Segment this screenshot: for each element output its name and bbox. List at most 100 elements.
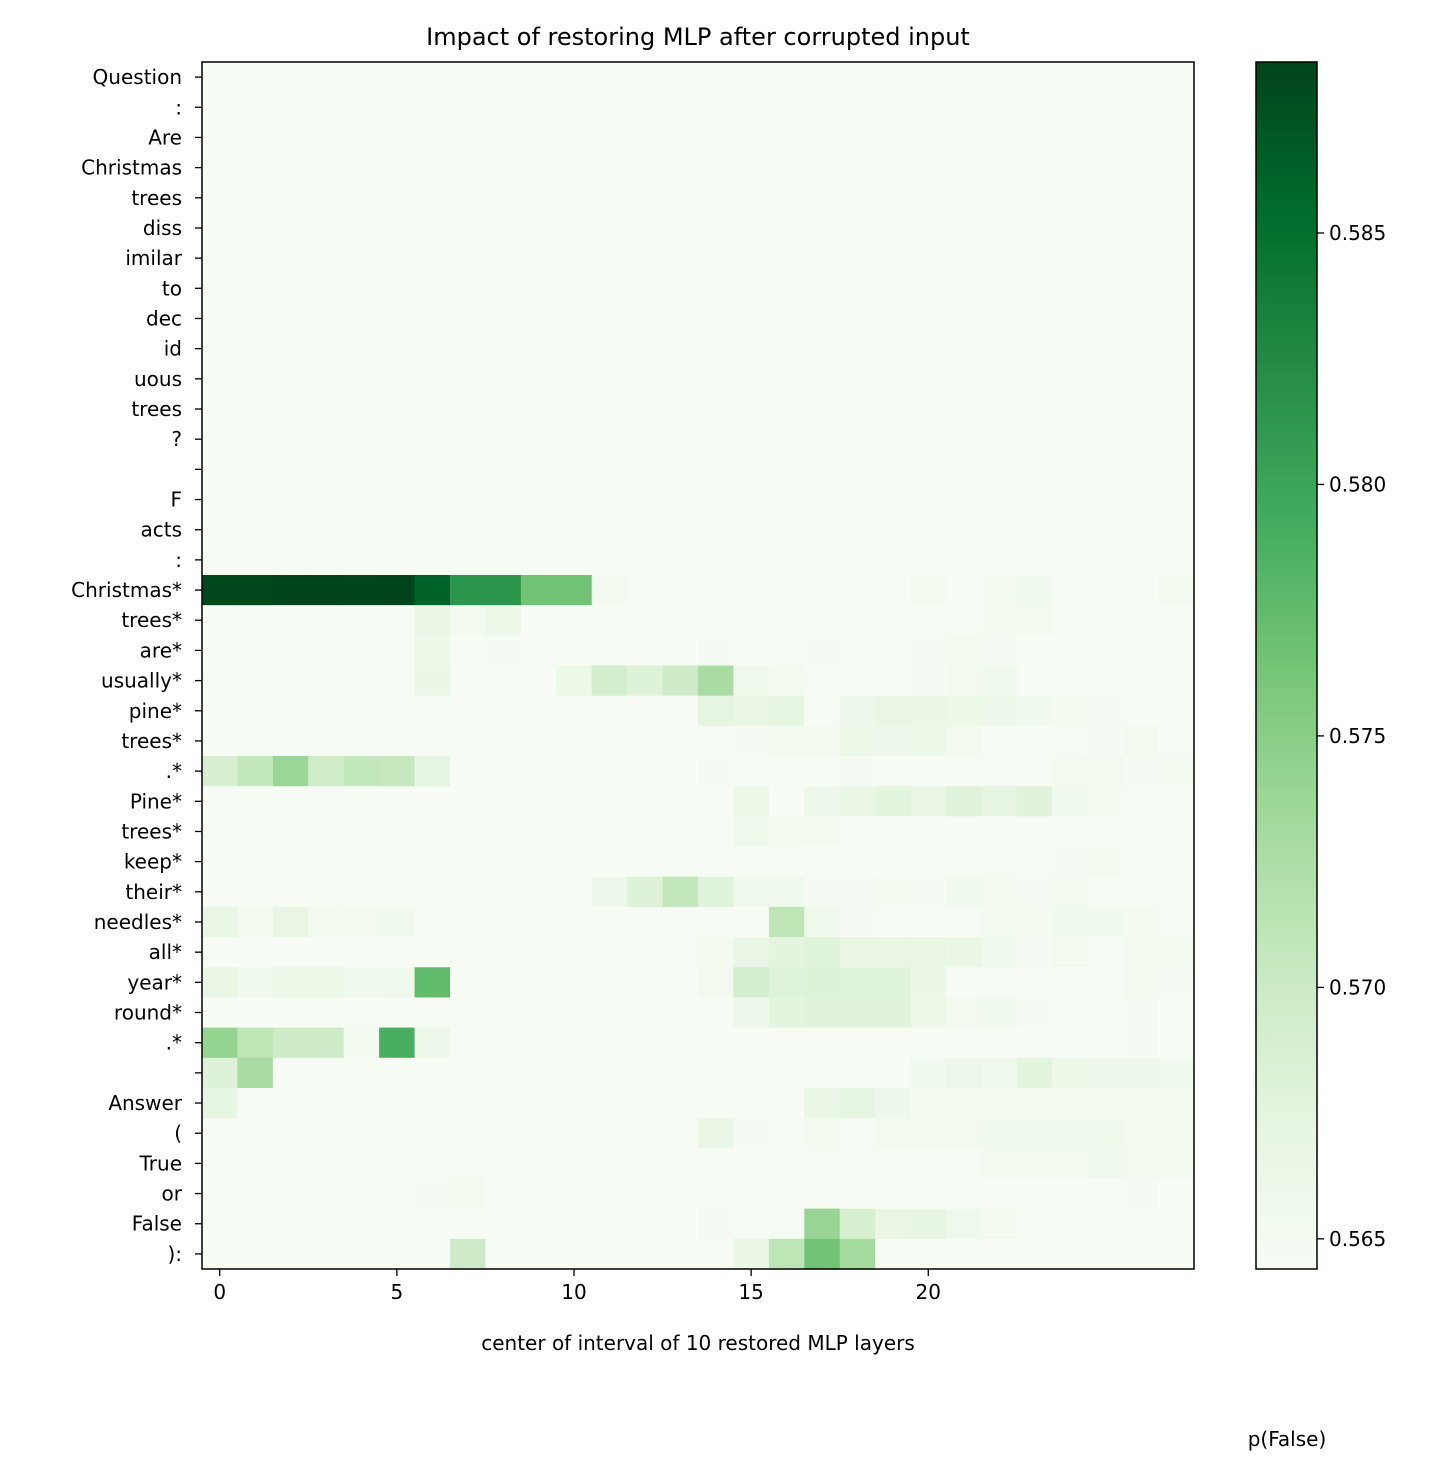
heatmap-cell [946,454,983,486]
heatmap-cell [698,605,735,636]
heatmap-cell [1052,816,1089,848]
heatmap-cell [272,665,309,697]
colorbar-tick-label: 0.570 [1329,975,1386,999]
heatmap-cell [202,514,239,546]
heatmap-cell [804,876,841,908]
heatmap-cell [946,967,983,999]
heatmap-cell [272,1238,309,1270]
heatmap-cell [1158,303,1195,335]
heatmap-cell [627,484,664,516]
heatmap-cell [202,92,239,123]
heatmap-cell [485,243,522,274]
heatmap-cell [272,243,309,274]
heatmap-cell [379,363,416,395]
heatmap-cell [910,273,947,305]
heatmap-cell [591,1057,628,1089]
heatmap-cell [379,665,416,697]
heatmap-cell [202,846,239,878]
heatmap-cell [946,876,983,908]
heatmap-cell [379,544,416,576]
heatmap-cell [698,243,735,274]
heatmap-cell [202,243,239,274]
heatmap-cell [804,544,841,576]
heatmap-cell [733,997,770,1029]
heatmap-cell [414,605,451,636]
heatmap-cell [875,363,912,395]
heatmap-cell [308,152,345,184]
heatmap-cell [520,635,557,667]
y-tick-label: F [170,488,182,512]
heatmap-cell [839,906,876,938]
heatmap-cell [910,514,947,546]
heatmap-cell [1158,484,1195,516]
heatmap-cell [1158,212,1195,244]
heatmap-cell [202,363,239,395]
heatmap-cell [414,1238,451,1270]
heatmap-cell [627,846,664,878]
heatmap-cell [1123,212,1160,244]
heatmap-cell [556,756,593,787]
colorbar [1255,61,1318,1270]
heatmap-cell [520,1087,557,1119]
heatmap-cell [308,1178,345,1210]
heatmap-cell [414,695,451,727]
heatmap-cell [343,1087,380,1119]
heatmap-cell [450,816,487,848]
heatmap-cell [662,1087,699,1119]
y-tick-label: .* [166,759,182,783]
heatmap-cell [698,997,735,1029]
heatmap-cell [733,424,770,455]
heatmap-cell [379,1118,416,1149]
heatmap-cell [1016,152,1053,184]
heatmap-cell [733,333,770,365]
heatmap-cell [237,1208,274,1240]
heatmap-cell [379,695,416,727]
heatmap-cell [910,906,947,938]
heatmap-cell [698,182,735,214]
heatmap-cell [839,937,876,968]
heatmap-cell [343,212,380,244]
heatmap-cell [839,424,876,455]
heatmap-cell [875,906,912,938]
heatmap-cell [308,997,345,1029]
heatmap-cell [875,273,912,305]
heatmap-cell [627,635,664,667]
heatmap-cell [839,756,876,787]
heatmap-cell [237,997,274,1029]
heatmap-cell [1016,514,1053,546]
heatmap-cell [343,152,380,184]
heatmap-cell [1016,363,1053,395]
heatmap-cell [981,1057,1018,1089]
heatmap-cell [910,92,947,123]
heatmap-cell [839,1208,876,1240]
heatmap-cell [839,846,876,878]
heatmap-cell [1052,1148,1089,1180]
heatmap-cell [1158,273,1195,305]
heatmap-cell [1016,695,1053,727]
heatmap-cell [662,816,699,848]
heatmap-cell [946,544,983,576]
heatmap-cell [662,424,699,455]
heatmap-cell [768,1087,805,1119]
heatmap-cell [698,484,735,516]
heatmap-cell [627,212,664,244]
heatmap-cell [839,665,876,697]
heatmap-cell [237,454,274,486]
heatmap-cell [591,876,628,908]
heatmap-cell [1016,303,1053,335]
heatmap-cell [520,544,557,576]
y-tick-label: year* [127,970,182,994]
heatmap-cell [272,393,309,425]
heatmap-cell [308,1057,345,1089]
heatmap-cell [520,786,557,817]
heatmap-cell [804,363,841,395]
heatmap-cell [875,695,912,727]
heatmap-cell [733,212,770,244]
heatmap-cell [1016,484,1053,516]
heatmap-cell [981,1208,1018,1240]
heatmap-cell [768,756,805,787]
heatmap-cell [414,303,451,335]
heatmap-cell [1016,273,1053,305]
heatmap-cell [591,846,628,878]
heatmap-cell [450,152,487,184]
